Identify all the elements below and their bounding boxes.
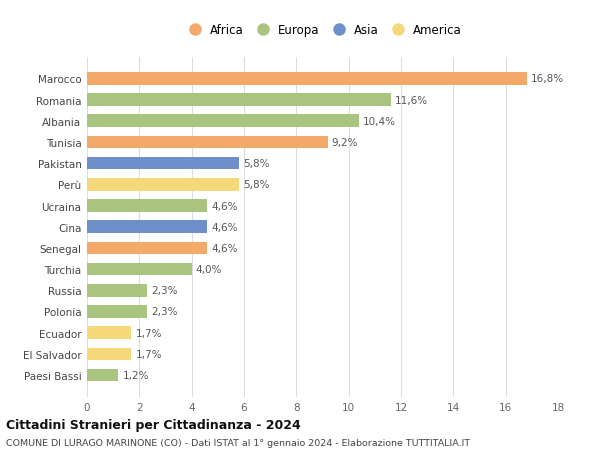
Bar — [87, 157, 239, 170]
Bar — [87, 242, 208, 255]
Text: 1,7%: 1,7% — [136, 349, 162, 359]
Text: 9,2%: 9,2% — [332, 138, 358, 148]
Bar — [87, 136, 328, 149]
Text: 2,3%: 2,3% — [151, 307, 178, 317]
Text: 2,3%: 2,3% — [151, 285, 178, 296]
Text: COMUNE DI LURAGO MARINONE (CO) - Dati ISTAT al 1° gennaio 2024 - Elaborazione TU: COMUNE DI LURAGO MARINONE (CO) - Dati IS… — [6, 438, 470, 448]
Text: 5,8%: 5,8% — [242, 159, 269, 169]
Bar — [87, 348, 131, 360]
Bar — [87, 284, 147, 297]
Text: Cittadini Stranieri per Cittadinanza - 2024: Cittadini Stranieri per Cittadinanza - 2… — [6, 418, 301, 431]
Bar — [87, 369, 118, 381]
Legend: Africa, Europa, Asia, America: Africa, Europa, Asia, America — [178, 19, 467, 41]
Text: 16,8%: 16,8% — [530, 74, 563, 84]
Bar — [87, 305, 147, 318]
Text: 4,6%: 4,6% — [211, 201, 238, 211]
Bar — [87, 179, 239, 191]
Text: 4,6%: 4,6% — [211, 222, 238, 232]
Bar — [87, 115, 359, 128]
Text: 4,0%: 4,0% — [196, 264, 222, 274]
Text: 5,8%: 5,8% — [242, 180, 269, 190]
Bar — [87, 200, 208, 213]
Bar — [87, 327, 131, 339]
Text: 1,7%: 1,7% — [136, 328, 162, 338]
Text: 1,2%: 1,2% — [122, 370, 149, 380]
Text: 10,4%: 10,4% — [363, 117, 396, 126]
Bar — [87, 221, 208, 234]
Bar — [87, 263, 191, 276]
Bar — [87, 94, 391, 106]
Bar — [87, 73, 527, 85]
Text: 4,6%: 4,6% — [211, 243, 238, 253]
Text: 11,6%: 11,6% — [394, 95, 428, 105]
